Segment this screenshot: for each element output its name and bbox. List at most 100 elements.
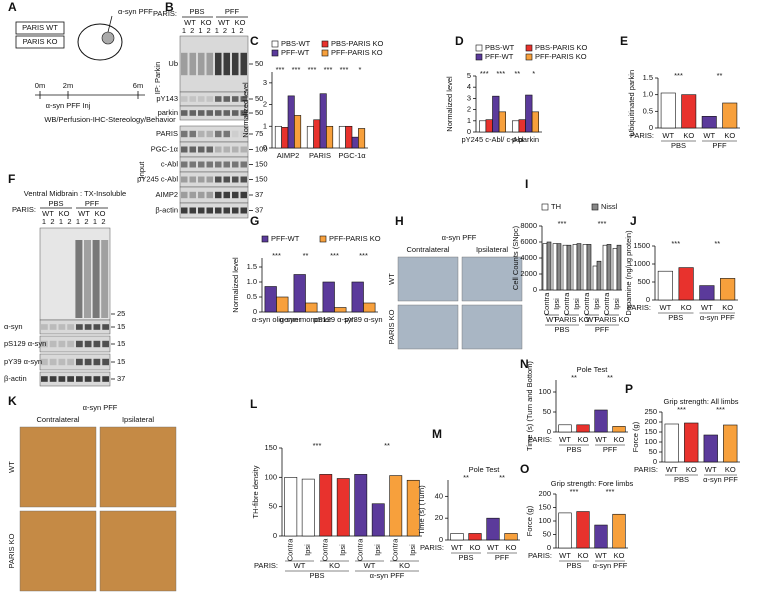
x-tick-label: p-parkin	[512, 135, 539, 144]
y-tick-label: 1	[467, 116, 471, 125]
y-tick-label: 40	[435, 491, 443, 500]
x-tick-label: WT	[666, 465, 678, 474]
x-tick-label: Contra	[562, 292, 571, 315]
bar	[552, 243, 558, 291]
input-label: Input	[137, 161, 146, 179]
x-tick-label: WT	[487, 543, 499, 552]
x-tick-label: KO	[724, 131, 735, 140]
bar	[389, 475, 403, 537]
image-title: α-syn PFF	[83, 403, 118, 412]
genotype-label: WT	[546, 315, 558, 324]
bar	[546, 241, 552, 291]
band	[181, 161, 188, 168]
bar	[450, 533, 464, 541]
significance: ***	[272, 251, 281, 260]
blot	[39, 319, 111, 335]
group-label: PBS	[671, 141, 686, 150]
genotype-label: PARIS KO	[595, 315, 630, 324]
y-axis-label: Normalized level	[231, 257, 240, 313]
bar	[562, 244, 568, 291]
band	[215, 207, 222, 214]
y-tick-label: 0.5	[643, 106, 653, 115]
x-tick-label: Ipsi	[373, 544, 382, 556]
band	[41, 340, 48, 348]
x-tick-label: Ipsi	[408, 544, 417, 556]
legend-swatch	[475, 53, 483, 61]
panel-letter: I	[525, 177, 528, 191]
x-tick-label: Ipsi	[303, 544, 312, 556]
row-label: α-syn	[4, 322, 23, 331]
row-label: parkin	[158, 108, 178, 117]
group-label: PBS	[554, 325, 569, 334]
significance: **	[499, 473, 505, 482]
bar	[305, 302, 318, 313]
tissue-image	[461, 256, 523, 302]
tissue-image	[397, 256, 459, 302]
y-tick-label: 0	[646, 295, 650, 304]
row-label: PARIS:	[254, 561, 278, 570]
row-label: PARIS:	[630, 131, 654, 140]
mw-label: 37	[117, 374, 125, 383]
panel-letter: A	[8, 0, 17, 14]
row-label: β-actin	[4, 374, 27, 383]
row-label: PARIS KO	[7, 533, 16, 568]
legend-label: PFF-PARIS KO	[331, 48, 383, 57]
band	[189, 52, 196, 76]
mw-label: 150	[255, 174, 268, 183]
bar	[281, 127, 289, 149]
row-label: WT	[7, 461, 16, 473]
y-axis-label: Normalized level	[445, 76, 454, 132]
significance: **	[714, 239, 720, 248]
panel-letter: L	[250, 397, 257, 411]
band	[93, 324, 101, 330]
row-label: PARIS:	[420, 543, 444, 552]
x-tick-label: Ipsi	[338, 544, 347, 556]
row-label: pY245 c-Abl	[137, 174, 178, 183]
significance: ***	[606, 487, 615, 496]
x-tick-label: KO	[578, 551, 589, 560]
band	[232, 130, 239, 138]
panel-letter: K	[8, 394, 17, 408]
bar	[684, 422, 699, 463]
column-label: Ipsilateral	[122, 415, 154, 424]
y-tick-label: 100	[538, 387, 551, 396]
significance: ***	[558, 219, 567, 228]
y-axis-label: Dopamine (ng/μg protein)	[624, 230, 633, 316]
x-tick-label: WT	[701, 303, 713, 312]
x-tick-label: Contra	[321, 538, 330, 561]
legend-swatch	[321, 40, 329, 48]
group-box	[15, 35, 65, 49]
panel-letter: N	[520, 357, 529, 371]
bar	[576, 243, 582, 291]
legend-label: Nissl	[601, 202, 618, 211]
mw-label: 25	[117, 309, 125, 318]
pff-label: α-syn PFF	[118, 7, 153, 16]
x-tick-label: Ipsi	[592, 298, 601, 310]
y-tick-label: 20	[435, 513, 443, 522]
replicate-label: 2	[190, 26, 194, 35]
x-tick-label: KO	[470, 543, 481, 552]
legend-label: PBS-WT	[485, 43, 515, 52]
group-label: PARIS WT	[22, 23, 58, 32]
band	[240, 52, 247, 76]
chart-title: Grip strength: Fore limbs	[551, 479, 634, 488]
bar	[612, 426, 626, 433]
group-label: PFF	[495, 553, 510, 562]
bar	[498, 111, 507, 133]
y-tick-label: 50	[543, 407, 551, 416]
y-tick-label: 1500	[633, 241, 650, 250]
band	[181, 96, 188, 102]
row-label: PARIS:	[627, 303, 651, 312]
blot	[39, 353, 111, 371]
band	[181, 146, 188, 153]
mw-label: 50	[255, 59, 263, 68]
legend-swatch	[271, 40, 279, 48]
x-tick-label: WT	[660, 303, 672, 312]
band	[189, 96, 196, 102]
inj-label: α-syn PFF Inj	[46, 101, 91, 110]
y-tick-label: 0	[649, 123, 653, 132]
row-label: PARIS:	[634, 465, 658, 474]
row-label: WT	[387, 273, 396, 285]
mw-label: 37	[255, 205, 263, 214]
y-tick-label: 150	[264, 443, 277, 452]
